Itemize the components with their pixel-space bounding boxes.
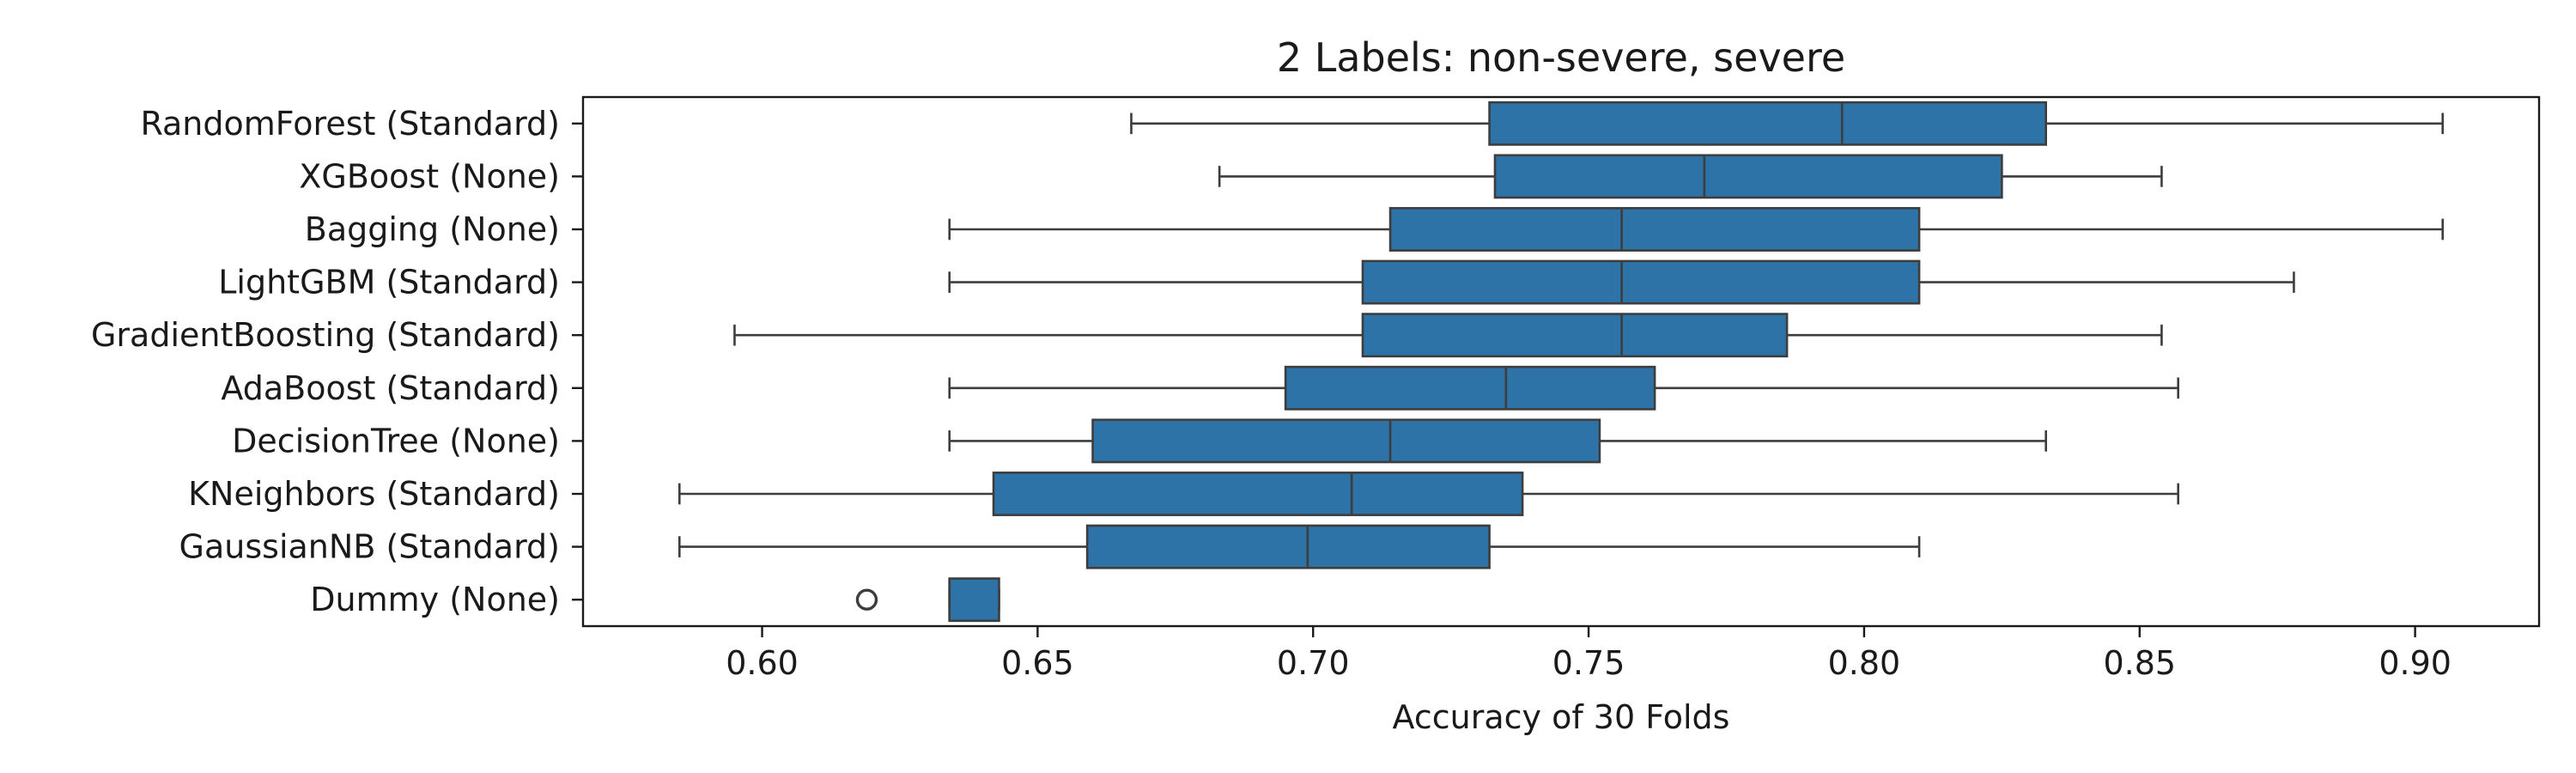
y-tick-label: XGBoost (None) xyxy=(299,157,560,195)
box-group xyxy=(948,207,2445,252)
box-group xyxy=(948,365,2179,411)
x-tick-label: 0.80 xyxy=(1828,644,1901,682)
y-tick-label: LightGBM (Standard) xyxy=(218,264,560,301)
box-group xyxy=(733,313,2163,358)
iqr-box xyxy=(1388,207,1921,252)
box-group xyxy=(1218,154,2163,199)
box-group xyxy=(948,259,2295,305)
x-axis: 0.60 0.65 0.70 0.75 0.80 0.85 0.90 xyxy=(726,626,2451,682)
y-tick-label: Dummy (None) xyxy=(310,581,560,618)
y-tick-label: RandomForest (Standard) xyxy=(140,105,560,143)
y-tick-label: AdaBoost (Standard) xyxy=(221,369,560,407)
iqr-box xyxy=(1493,154,2003,199)
plot-area xyxy=(677,100,2445,623)
iqr-box xyxy=(1085,524,1491,569)
iqr-box xyxy=(1091,418,1601,464)
outlier-point xyxy=(855,588,878,611)
y-tick-label: Bagging (None) xyxy=(305,210,560,248)
iqr-box xyxy=(1361,313,1789,358)
iqr-box xyxy=(948,577,1000,623)
x-tick-label: 0.70 xyxy=(1277,644,1350,682)
y-tick-label: GaussianNB (Standard) xyxy=(179,528,560,566)
iqr-box xyxy=(1361,259,1921,305)
chart-title: 2 Labels: non-severe, severe xyxy=(1277,34,1845,81)
y-tick-label: KNeighbors (Standard) xyxy=(188,475,560,513)
box-group xyxy=(677,524,1921,569)
box-group xyxy=(948,418,2047,464)
x-tick-label: 0.60 xyxy=(726,644,799,682)
x-tick-label: 0.75 xyxy=(1552,644,1625,682)
x-tick-label: 0.65 xyxy=(1001,644,1074,682)
y-tick-label: DecisionTree (None) xyxy=(232,422,560,460)
iqr-box xyxy=(1488,100,2047,146)
box-group xyxy=(677,472,2179,516)
y-axis: RandomForest (Standard) XGBoost (None) Bag… xyxy=(91,105,583,618)
iqr-box xyxy=(1284,365,1656,411)
x-tick-label: 0.85 xyxy=(2103,644,2176,682)
plot-frame xyxy=(581,95,2541,628)
x-axis-title: Accuracy of 30 Folds xyxy=(1393,698,1730,736)
box-group xyxy=(855,577,1000,623)
iqr-box xyxy=(992,472,1524,516)
x-tick-label: 0.90 xyxy=(2379,644,2451,682)
y-tick-label: GradientBoosting (Standard) xyxy=(91,316,560,354)
box-group xyxy=(1130,100,2445,146)
